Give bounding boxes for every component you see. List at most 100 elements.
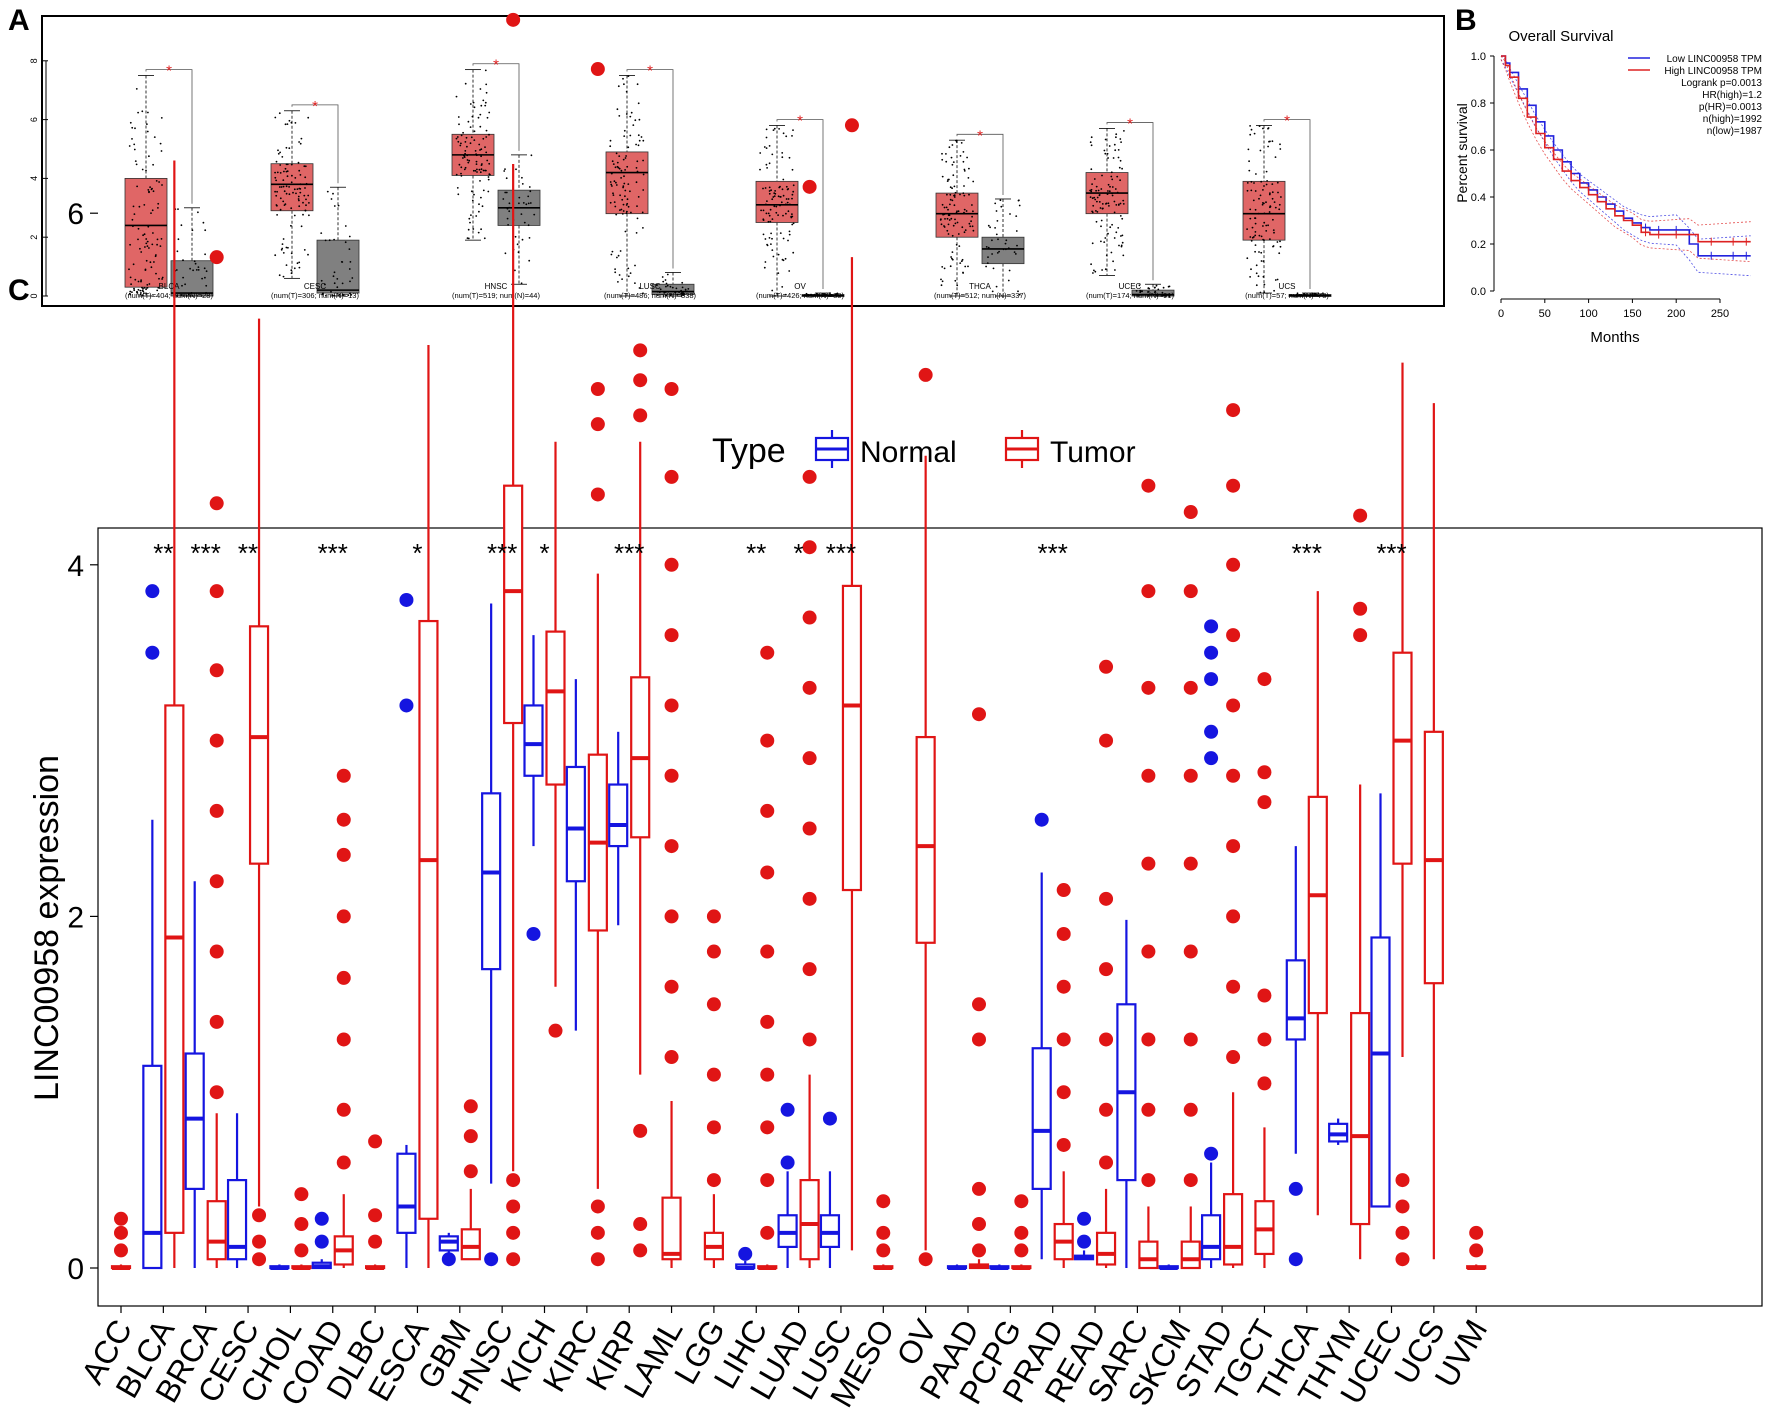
panel-a-tumor-point <box>1113 211 1116 214</box>
panel-a-tumor-point <box>1257 275 1260 278</box>
panel-a-tumor-point <box>144 246 146 248</box>
panel-c-tumor-outlier <box>506 1225 521 1240</box>
panel-a-normal-point <box>669 285 672 288</box>
panel-a-significance-star: * <box>977 127 983 144</box>
panel-c-tumor-outlier <box>1183 505 1198 520</box>
panel-a-tumor-point <box>1263 185 1265 187</box>
panel-a-tumor-point <box>1271 183 1274 186</box>
panel-a-tumor-point <box>129 243 132 246</box>
panel-a-tumor-point <box>475 154 478 157</box>
panel-a-tumor-point <box>1258 197 1260 200</box>
panel-a-tumor-point <box>1257 212 1260 215</box>
panel-a-tumor-point <box>759 168 761 171</box>
panel-a-tumor-point <box>470 214 472 217</box>
panel-a-tumor-point <box>768 145 771 147</box>
panel-a-tumor-point <box>787 188 790 190</box>
panel-c-normal-box <box>396 1152 417 1234</box>
panel-a-tumor-point <box>308 202 310 204</box>
panel-a-normal-point <box>1306 294 1308 297</box>
panel-a-tumor-point <box>961 226 964 229</box>
panel-c-chart: Type Normal Tumor LINC00958 expression 0 2… <box>28 12 1763 1413</box>
panel-a-tumor-point <box>1278 252 1281 255</box>
panel-c-tumor-outlier <box>633 1123 648 1138</box>
panel-a-tumor-point <box>624 189 627 192</box>
panel-a-tumor-point <box>1095 220 1098 223</box>
panel-a-tumor-point <box>940 223 943 226</box>
panel-a-tumor-point <box>479 113 482 116</box>
panel-a-tumor-point <box>455 173 458 176</box>
panel-a-tumor-point <box>140 292 142 294</box>
panel-a-tumor-point <box>771 249 774 252</box>
panel-c-tumor-outlier <box>664 382 679 396</box>
panel-a-tumor-point <box>479 125 482 128</box>
panel-a-tumor-point <box>950 217 953 220</box>
panel-a-tumor-point <box>156 289 159 292</box>
panel-a-normal-point <box>341 293 344 296</box>
panel-c-tumor-box <box>545 630 566 786</box>
panel-a-tumor-point <box>298 141 300 143</box>
panel-c-y-tick-label: 0 <box>67 1253 84 1286</box>
panel-a-tumor-point <box>634 264 636 267</box>
panel-c-tumor-outlier <box>506 1199 521 1214</box>
panel-a-tumor-point <box>954 279 957 282</box>
panel-a-tumor-point <box>153 261 155 263</box>
panel-a-tumor-point <box>784 257 787 260</box>
panel-c-tumor-outlier <box>590 417 605 432</box>
panel-a-tumor-point <box>963 211 965 214</box>
panel-c-significance-mark: ** <box>238 538 258 568</box>
panel-c-tumor-outlier <box>1099 1155 1114 1170</box>
panel-a-tumor-point <box>964 265 967 268</box>
panel-a-normal-point <box>341 282 344 285</box>
panel-a-tumor-point <box>302 213 304 216</box>
panel-c-tumor-box <box>503 484 524 725</box>
panel-a-normal-point <box>676 293 679 296</box>
panel-a-tumor-point <box>275 160 278 163</box>
panel-a-tumor-point <box>466 145 468 148</box>
panel-a-tumor-point <box>483 237 486 240</box>
panel-a-tumor-point <box>480 196 482 199</box>
panel-a-tumor-point <box>1253 132 1256 135</box>
panel-a-tumor-point <box>1280 196 1282 198</box>
panel-a-tumor-point <box>276 171 279 174</box>
panel-a-tumor-point <box>475 160 478 163</box>
panel-a-tumor-point <box>155 272 157 275</box>
panel-a-tumor-point <box>147 225 150 228</box>
panel-a-tumor-point <box>768 192 771 195</box>
panel-a-tumor-point <box>307 194 310 197</box>
panel-c-tumor-outlier <box>1099 891 1114 906</box>
panel-a-tumor-point <box>285 246 288 249</box>
panel-a-tumor-point <box>304 176 307 179</box>
panel-a-tumor-point <box>624 169 626 171</box>
panel-c-normal-outlier <box>314 1211 329 1226</box>
panel-a-significance-bracket <box>1106 122 1154 281</box>
panel-a-tumor-point <box>276 190 278 193</box>
panel-c-tumor-outlier <box>590 1252 605 1267</box>
panel-c-tumor-outlier <box>1141 478 1156 493</box>
panel-a-significance-bracket <box>626 69 674 269</box>
panel-a-normal-point <box>351 277 354 279</box>
panel-a-tumor-point <box>1252 199 1255 202</box>
panel-a-tumor-point <box>1262 238 1264 241</box>
panel-a-tumor-point <box>1254 217 1257 220</box>
panel-a-tumor-point <box>485 83 488 86</box>
panel-a-tumor-point <box>1100 225 1102 228</box>
panel-c-tumor-outlier <box>802 821 817 836</box>
panel-a-significance-bracket <box>291 104 339 184</box>
panel-a-tumor-point <box>485 91 488 94</box>
panel-a-tumor-point <box>771 153 774 156</box>
panel-a-tumor-point <box>285 170 288 173</box>
panel-c-tumor-outlier <box>368 1234 383 1249</box>
panel-a-normal-point <box>324 283 326 286</box>
panel-a-tumor-point <box>141 110 144 113</box>
panel-a-tumor-point <box>460 166 463 169</box>
panel-a-normal-point <box>1007 247 1010 250</box>
panel-a-tumor-point <box>623 135 626 138</box>
panel-c-tumor-outlier <box>294 1187 309 1202</box>
panel-c-tumor-outlier <box>1183 1102 1198 1117</box>
panel-a-tumor-point <box>768 214 771 217</box>
panel-a-tumor-point <box>627 183 630 186</box>
panel-a-normal-point <box>527 195 530 198</box>
panel-a-tumor-point <box>625 155 627 157</box>
panel-c-tumor-outlier <box>1257 672 1272 687</box>
panel-a-tumor-box <box>1242 180 1286 241</box>
